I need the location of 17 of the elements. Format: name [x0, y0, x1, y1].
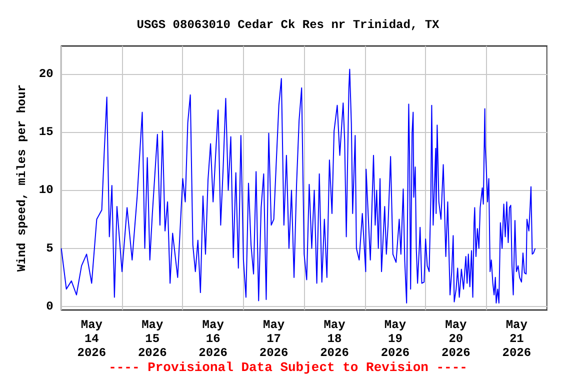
x-tick-label: May 19 2026 [380, 318, 410, 360]
x-tick-label: May 16 2026 [198, 318, 228, 360]
x-tick-label: May 18 2026 [320, 318, 349, 360]
y-tick-label: 20 [38, 66, 54, 81]
x-tick-label: May 21 2026 [502, 318, 532, 360]
y-tick-label: 5 [46, 241, 54, 256]
y-tick-label: 10 [38, 183, 54, 198]
line-series [60, 68, 536, 304]
y-axis-title: Wind speed, miles per hour [15, 84, 29, 272]
y-tick-label: 0 [46, 300, 54, 314]
chart-title: USGS 08063010 Cedar Ck Res nr Trinidad, TX [136, 18, 440, 32]
x-tick-label: May 15 2026 [138, 318, 167, 360]
text: ---- Provisional Data Subject to Revision ---- [108, 360, 468, 375]
x-tick-label: May 17 2026 [259, 318, 288, 360]
y-tick-label: 15 [38, 125, 54, 140]
x-tick-label: May 14 2026 [77, 318, 106, 360]
x-tick-label: May 20 2026 [442, 318, 470, 360]
